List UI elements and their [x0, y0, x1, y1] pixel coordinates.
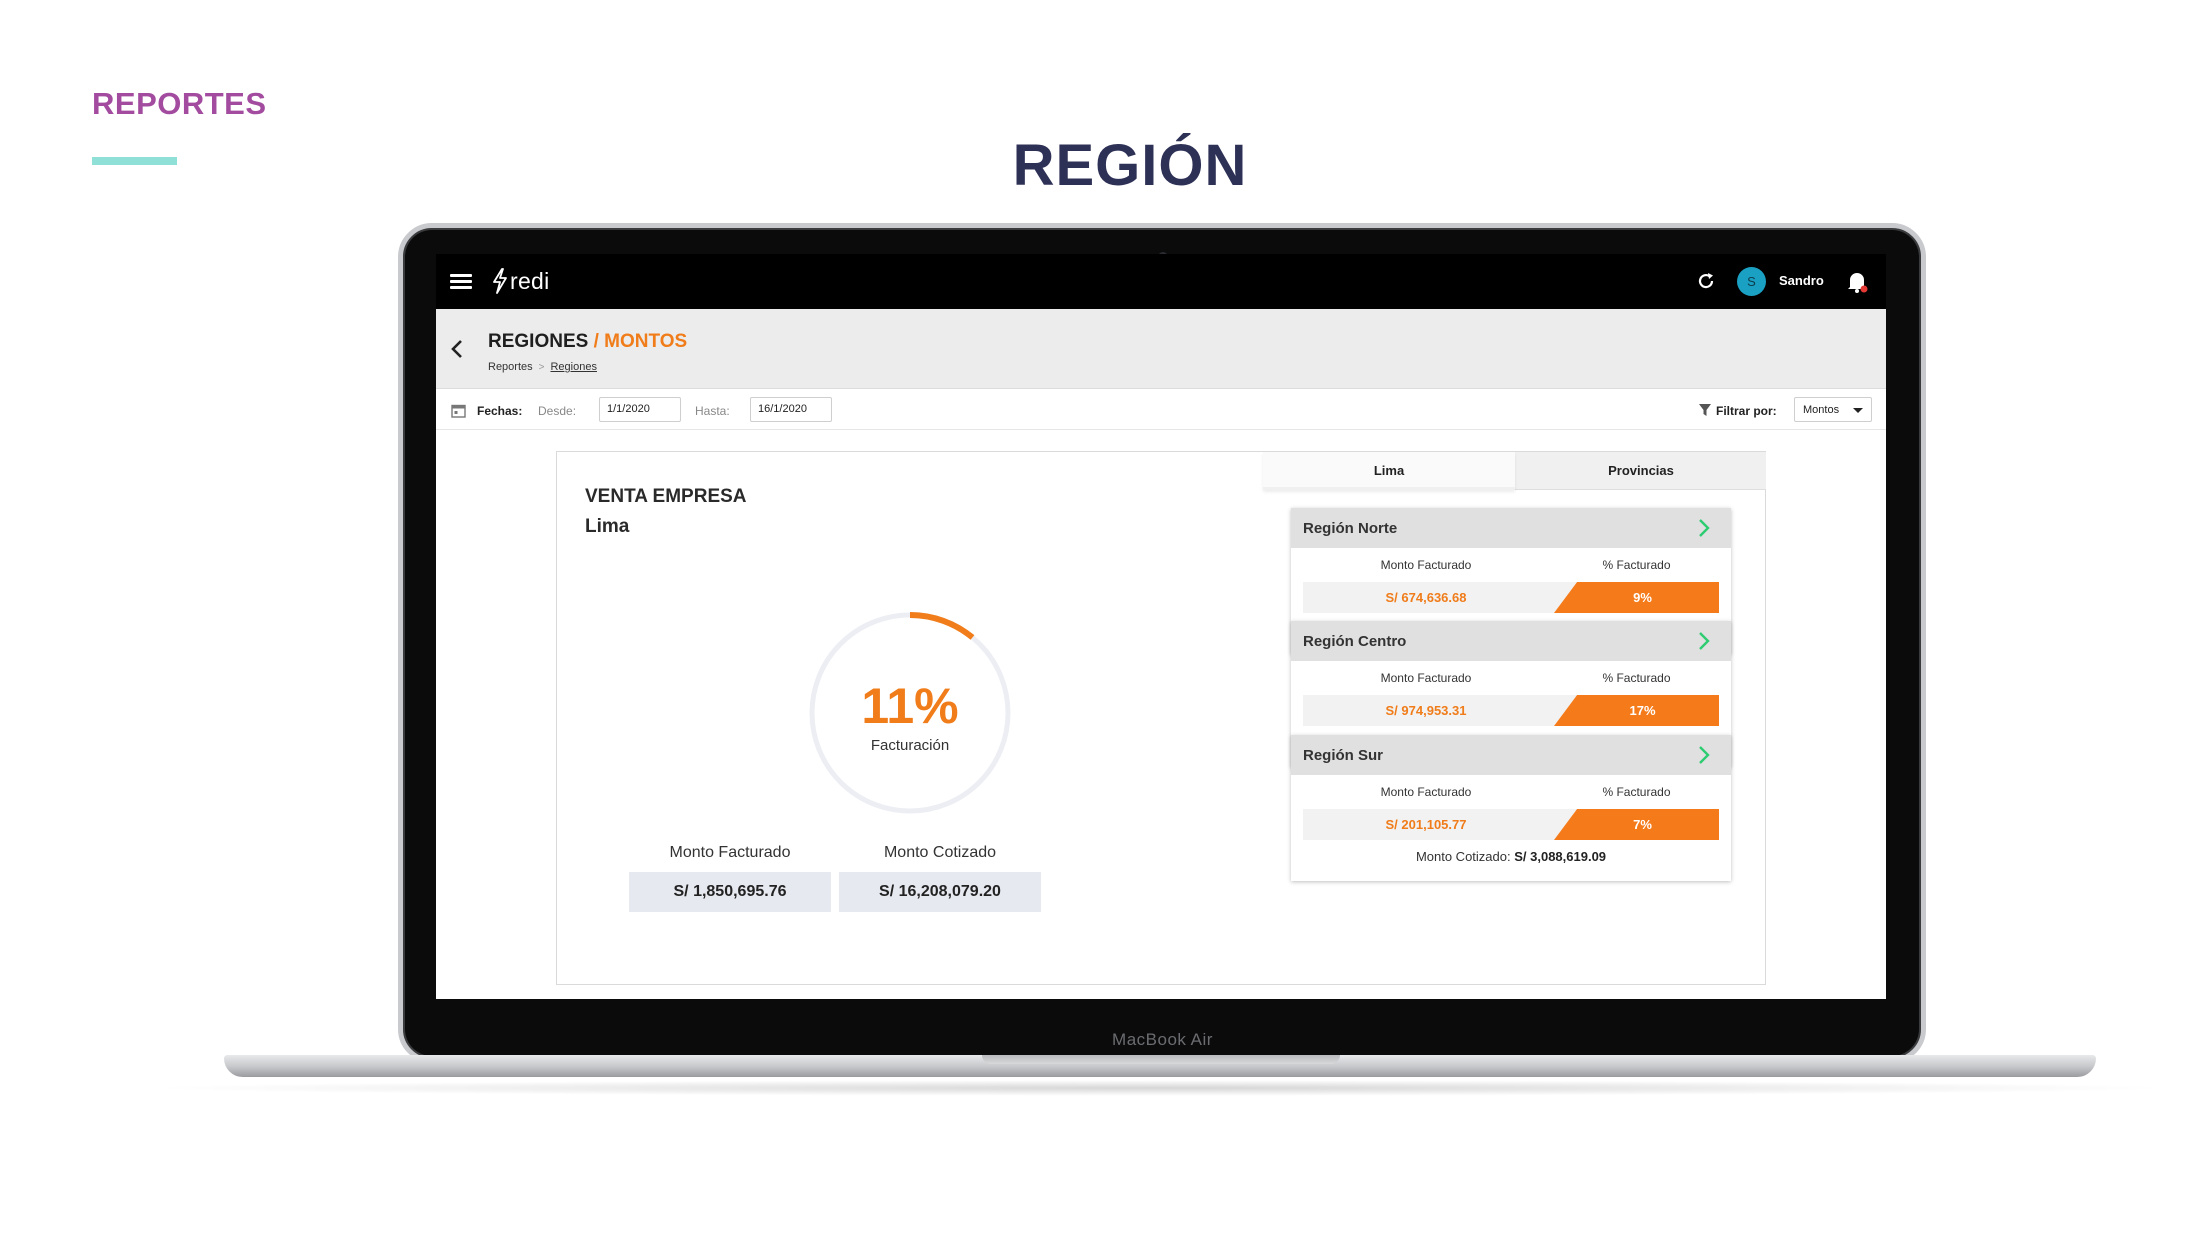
menu-icon[interactable] — [450, 274, 472, 290]
region-values-row: S/ 674,636.68 9% — [1303, 582, 1719, 613]
hasta-date-input[interactable]: 16/1/2020 — [750, 397, 832, 422]
desde-date-input[interactable]: 1/1/2020 — [599, 397, 681, 422]
cotizado-label: Monto Cotizado: — [1415, 849, 1511, 864]
refresh-icon[interactable] — [1695, 270, 1717, 292]
app-screen: redi S Sandro REGIONES / MONTOS — [436, 254, 1886, 999]
desde-label: Desde: — [538, 404, 577, 418]
tab-lima[interactable]: Lima — [1263, 452, 1515, 490]
filtrar-label: Filtrar por: — [1716, 404, 1777, 418]
region-card-header: Región Sur — [1291, 735, 1731, 775]
cotizado-value: S/ 3,088,619.09 — [1514, 849, 1607, 864]
region-pct-badge: 9% — [1554, 582, 1719, 613]
region-card-header: Región Centro — [1291, 621, 1731, 661]
filter-icon — [1699, 404, 1711, 416]
page-title-sub: / MONTOS — [588, 331, 688, 352]
chevron-right-icon[interactable] — [1697, 631, 1711, 651]
slide-title: REGIÓN — [1012, 133, 1248, 198]
breadcrumb-separator: > — [538, 362, 545, 373]
donut-progress-arc — [909, 612, 975, 640]
col-monto-facturado-label: Monto Facturado — [1380, 671, 1472, 685]
bolt-logo-icon — [493, 268, 507, 294]
col-monto-facturado-label: Monto Facturado — [1380, 785, 1472, 799]
venta-subtitle: Lima — [585, 516, 630, 537]
bell-icon[interactable] — [1846, 270, 1868, 294]
region-values-row: S/ 201,105.77 7% — [1303, 809, 1719, 840]
back-arrow-icon[interactable] — [450, 339, 464, 359]
user-name[interactable]: Sandro — [1779, 273, 1824, 288]
region-cotizado: Monto Cotizado: S/ 3,088,619.09 — [1291, 849, 1731, 864]
tab-provincias[interactable]: Provincias — [1608, 463, 1674, 478]
monto-cotizado-label: Monto Cotizado — [883, 844, 997, 861]
region-pct-badge: 7% — [1554, 809, 1719, 840]
monto-facturado-value: S/ 1,850,695.76 — [629, 872, 831, 912]
filter-bar: Fechas: Desde: 1/1/2020 Hasta: 16/1/2020… — [436, 390, 1886, 430]
laptop-notch — [982, 1055, 1340, 1064]
laptop-shadow — [140, 1080, 2180, 1096]
breadcrumb-regiones[interactable]: Regiones — [550, 361, 597, 373]
top-bar: redi S Sandro — [436, 254, 1886, 309]
breadcrumb-reportes[interactable]: Reportes — [488, 361, 533, 373]
fechas-label: Fechas: — [477, 404, 523, 418]
region-name: Región Norte — [1303, 520, 1398, 537]
region-amount: S/ 674,636.68 — [1385, 590, 1467, 605]
device-label: MacBook Air — [1112, 1030, 1213, 1049]
filtrar-select-value: Montos — [1803, 404, 1840, 416]
monto-cotizado-value: S/ 16,208,079.20 — [839, 872, 1041, 912]
chevron-right-icon[interactable] — [1697, 745, 1711, 765]
monto-facturado-label: Monto Facturado — [669, 844, 791, 861]
region-name: Región Centro — [1303, 633, 1407, 650]
hasta-label: Hasta: — [695, 404, 730, 418]
region-pct-badge: 17% — [1554, 695, 1719, 726]
page-title: REGIONES / MONTOS — [488, 331, 687, 353]
section-label: REPORTES — [92, 86, 267, 121]
region-card-sur[interactable]: Región Sur Monto Facturado % Facturado S… — [1291, 735, 1731, 881]
region-amount: S/ 201,105.77 — [1385, 817, 1467, 832]
avatar[interactable]: S — [1737, 267, 1766, 296]
facturacion-percent: 11% — [861, 678, 959, 734]
col-pct-facturado-label: % Facturado — [1602, 785, 1671, 799]
chevron-down-icon — [1853, 408, 1863, 413]
laptop-base — [224, 1055, 2096, 1077]
chevron-right-icon[interactable] — [1697, 518, 1711, 538]
region-name: Región Sur — [1303, 747, 1384, 764]
region-values-row: S/ 974,953.31 17% — [1303, 695, 1719, 726]
facturacion-donut — [809, 612, 1011, 814]
col-monto-facturado-label: Monto Facturado — [1380, 558, 1472, 572]
col-pct-facturado-label: % Facturado — [1602, 558, 1671, 572]
col-pct-facturado-label: % Facturado — [1602, 671, 1671, 685]
calendar-icon — [451, 404, 466, 418]
section-underline — [92, 157, 177, 165]
page-header: REGIONES / MONTOS Reportes > Regiones — [436, 309, 1886, 389]
facturacion-caption: Facturación — [870, 737, 950, 754]
region-card-header: Región Norte — [1291, 508, 1731, 548]
region-tabs: Lima Provincias — [1263, 452, 1766, 490]
page-title-main: REGIONES — [488, 331, 589, 352]
filtrar-select[interactable]: Montos — [1794, 397, 1872, 422]
app-logo[interactable]: redi — [492, 266, 550, 296]
logo-text: redi — [510, 267, 550, 294]
breadcrumb: Reportes > Regiones — [488, 361, 597, 373]
region-amount: S/ 974,953.31 — [1385, 703, 1467, 718]
venta-title: VENTA EMPRESA — [585, 486, 747, 507]
report-card: VENTA EMPRESA Lima 11% Facturación Monto… — [556, 451, 1766, 985]
